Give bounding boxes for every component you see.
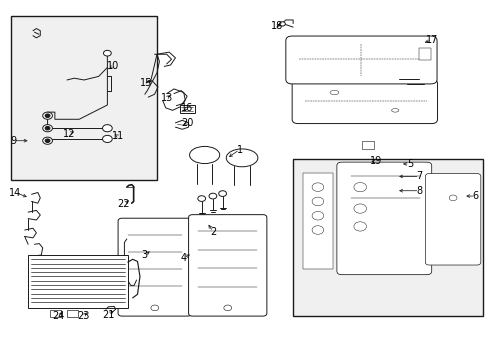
Text: 22: 22: [118, 199, 130, 209]
Text: 4: 4: [180, 253, 186, 263]
Circle shape: [353, 222, 366, 231]
Bar: [180, 105, 195, 113]
FancyBboxPatch shape: [291, 79, 437, 123]
Text: 5: 5: [406, 159, 412, 169]
Text: 20: 20: [181, 118, 193, 128]
FancyBboxPatch shape: [188, 215, 266, 316]
Text: 21: 21: [102, 310, 114, 320]
Circle shape: [102, 135, 112, 143]
Bar: [292, 158, 482, 316]
Text: 1: 1: [236, 145, 242, 155]
Text: 8: 8: [416, 186, 422, 196]
Text: 2: 2: [209, 227, 216, 237]
FancyBboxPatch shape: [285, 36, 436, 84]
FancyBboxPatch shape: [118, 218, 191, 316]
Text: 15: 15: [140, 78, 152, 88]
Text: 24: 24: [53, 311, 65, 321]
Text: 3: 3: [142, 250, 147, 260]
Text: 9: 9: [10, 136, 17, 146]
Circle shape: [103, 50, 111, 56]
Circle shape: [218, 191, 226, 197]
Circle shape: [311, 226, 323, 234]
Ellipse shape: [189, 147, 219, 163]
Circle shape: [353, 204, 366, 213]
Text: 6: 6: [471, 191, 478, 201]
Text: 12: 12: [63, 129, 76, 139]
Bar: [11, 16, 157, 180]
Text: 11: 11: [112, 131, 124, 141]
Text: 17: 17: [425, 35, 437, 45]
Circle shape: [353, 183, 366, 192]
FancyBboxPatch shape: [425, 174, 480, 265]
Text: 7: 7: [416, 171, 422, 181]
Circle shape: [45, 114, 50, 117]
Text: 23: 23: [77, 311, 89, 321]
Circle shape: [448, 195, 456, 201]
Circle shape: [45, 126, 50, 130]
Circle shape: [279, 22, 285, 26]
Text: 13: 13: [160, 93, 172, 103]
Circle shape: [224, 305, 231, 311]
Ellipse shape: [329, 90, 338, 95]
Bar: [418, 48, 430, 60]
Circle shape: [102, 125, 112, 132]
Bar: [28, 255, 127, 308]
Text: 19: 19: [369, 157, 381, 166]
Circle shape: [311, 211, 323, 220]
Ellipse shape: [391, 109, 398, 112]
Circle shape: [208, 193, 216, 199]
Text: 18: 18: [271, 21, 283, 31]
Text: 10: 10: [107, 61, 119, 71]
Bar: [67, 310, 78, 317]
Ellipse shape: [226, 149, 257, 167]
Circle shape: [45, 139, 50, 143]
Circle shape: [198, 196, 205, 202]
Text: 14: 14: [9, 188, 21, 198]
Text: 16: 16: [181, 103, 193, 113]
FancyBboxPatch shape: [336, 162, 431, 275]
Bar: [362, 141, 373, 149]
Circle shape: [42, 137, 52, 144]
Circle shape: [311, 197, 323, 206]
Circle shape: [151, 305, 159, 311]
Circle shape: [42, 112, 52, 119]
Circle shape: [311, 183, 323, 192]
Circle shape: [42, 125, 52, 132]
Bar: [50, 310, 61, 317]
Bar: [302, 173, 332, 269]
